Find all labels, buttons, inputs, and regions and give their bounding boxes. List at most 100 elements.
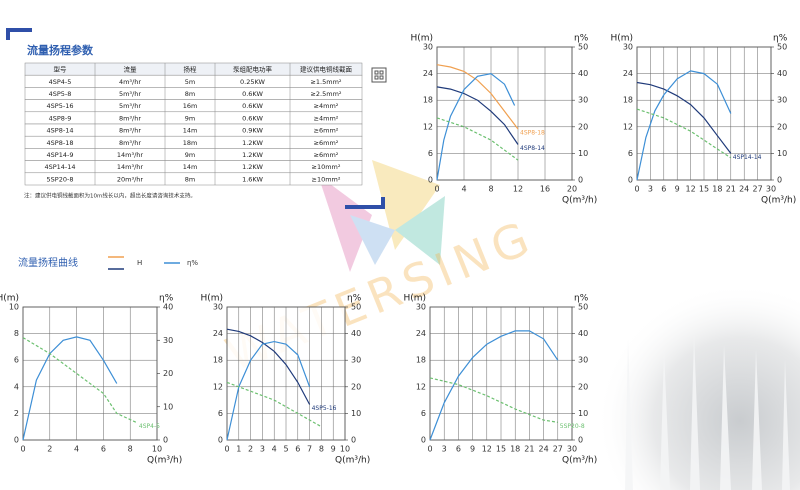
- section-title: 流量扬程曲线: [18, 256, 78, 269]
- y2-tick-label: 30: [578, 356, 588, 365]
- x-tick-label: 21: [524, 445, 534, 454]
- y-axis-label: H(m): [200, 294, 223, 304]
- x-tick-label: 8: [488, 185, 493, 194]
- table-cell: 16m: [183, 102, 198, 110]
- table-cell: 14m³/hr: [117, 151, 144, 159]
- table-cell: 4SP8-14: [47, 127, 74, 135]
- table-cell: 4SP4-5: [49, 78, 72, 86]
- x-tick-label: 12: [513, 185, 523, 194]
- table-cell: 1.6KW: [242, 175, 263, 183]
- y-tick-label: 24: [423, 69, 433, 78]
- fountain-jets: [625, 335, 790, 490]
- x-tick-label: 0: [224, 445, 229, 454]
- table-cell: 5m: [185, 78, 195, 86]
- x-axis-label: Q(m³/h): [335, 456, 370, 466]
- y2-axis-label: η%: [347, 294, 362, 304]
- x-axis-label: Q(m³/h): [761, 196, 796, 206]
- x-tick-label: 21: [726, 185, 736, 194]
- y-tick-label: 6: [218, 409, 223, 418]
- y2-tick-label: 20: [777, 122, 787, 131]
- table-cell: 5m³/hr: [119, 102, 141, 110]
- table-row: [24, 172, 363, 186]
- x-tick-label: 4: [74, 445, 79, 454]
- table-cell: ≥2.5mm²: [310, 90, 341, 98]
- section-title: 流量扬程参数: [27, 43, 94, 57]
- table-cell: 0.6KW: [242, 102, 263, 110]
- x-tick-label: 24: [739, 185, 749, 194]
- table-cell: 8m: [185, 175, 195, 183]
- table-cell: ≥6mm²: [314, 127, 339, 135]
- x-tick-label: 16: [540, 185, 550, 194]
- y2-tick-label: 50: [351, 303, 361, 312]
- x-tick-label: 15: [699, 185, 709, 194]
- table-cell: 14m³/hr: [117, 163, 144, 171]
- table-cell: 5m³/hr: [119, 90, 141, 98]
- y-tick-label: 12: [423, 122, 433, 131]
- y2-tick-label: 0: [578, 176, 583, 185]
- y-axis-label: H(m): [610, 34, 633, 44]
- x-tick-label: 3: [648, 185, 653, 194]
- curve: [636, 70, 732, 181]
- x-tick-label: 7: [307, 445, 312, 454]
- y-tick-label: 4: [14, 382, 19, 391]
- y2-tick-label: 40: [578, 329, 588, 338]
- y-tick-label: 18: [423, 96, 433, 105]
- table-cell: 泵组配电功率: [233, 65, 273, 74]
- qr-icon: [371, 67, 387, 83]
- curve: [636, 81, 732, 154]
- table-cell: 1.2KW: [242, 163, 263, 171]
- y2-tick-label: 40: [163, 303, 173, 312]
- y-tick-label: 10: [9, 303, 19, 312]
- curve: [636, 108, 732, 159]
- table-cell: 14m: [183, 163, 198, 171]
- table-cell: 0.6KW: [242, 114, 263, 122]
- x-axis-label: Q(m³/h): [562, 456, 597, 466]
- plot-area: [436, 46, 573, 181]
- curve: [22, 337, 138, 424]
- y2-tick-label: 20: [351, 382, 361, 391]
- table-cell: 8m³/hr: [119, 127, 141, 135]
- x-tick-label: 5: [283, 445, 288, 454]
- curve: [436, 86, 519, 145]
- table-cell: 扬程: [184, 65, 198, 74]
- y2-tick-label: 0: [777, 176, 782, 185]
- chart: 02468100246810010203040H(m)η%Q(m³/h)4SP4…: [0, 294, 182, 466]
- y2-tick-label: 50: [578, 43, 588, 52]
- y2-tick-label: 20: [578, 122, 588, 131]
- x-tick-label: 24: [539, 445, 549, 454]
- curve: [226, 381, 322, 428]
- y-tick-label: 6: [628, 149, 633, 158]
- y-tick-label: 18: [213, 356, 223, 365]
- y-tick-label: 0: [14, 436, 19, 445]
- y-tick-label: 12: [623, 122, 633, 131]
- x-tick-label: 12: [482, 445, 492, 454]
- y-tick-label: 24: [623, 69, 633, 78]
- y-axis-label: H(m): [0, 294, 19, 304]
- x-tick-label: 30: [766, 185, 776, 194]
- curve-label: 4SP8-14: [520, 145, 545, 152]
- table-cell: 20m³/hr: [117, 175, 144, 183]
- x-tick-label: 10: [152, 445, 162, 454]
- table-cell: 8m³/hr: [119, 114, 141, 122]
- x-tick-label: 18: [510, 445, 520, 454]
- x-tick-label: 4: [272, 445, 277, 454]
- x-tick-label: 10: [340, 445, 350, 454]
- decor-triangles: [318, 160, 445, 272]
- x-tick-label: 3: [442, 445, 447, 454]
- y2-axis-label: η%: [574, 34, 589, 44]
- legend-label: H: [137, 259, 142, 267]
- y2-tick-label: 10: [163, 402, 173, 411]
- table-cell: 18m: [183, 139, 198, 147]
- y-tick-label: 30: [213, 303, 223, 312]
- plot-area: [22, 306, 158, 441]
- table-cell: 5SP20-8: [47, 175, 74, 183]
- x-tick-label: 9: [675, 185, 680, 194]
- y-tick-label: 24: [213, 329, 223, 338]
- curve-label: 5SP20-8: [560, 423, 585, 430]
- x-tick-label: 27: [753, 185, 763, 194]
- y2-tick-label: 30: [351, 356, 361, 365]
- y-tick-label: 12: [416, 382, 426, 391]
